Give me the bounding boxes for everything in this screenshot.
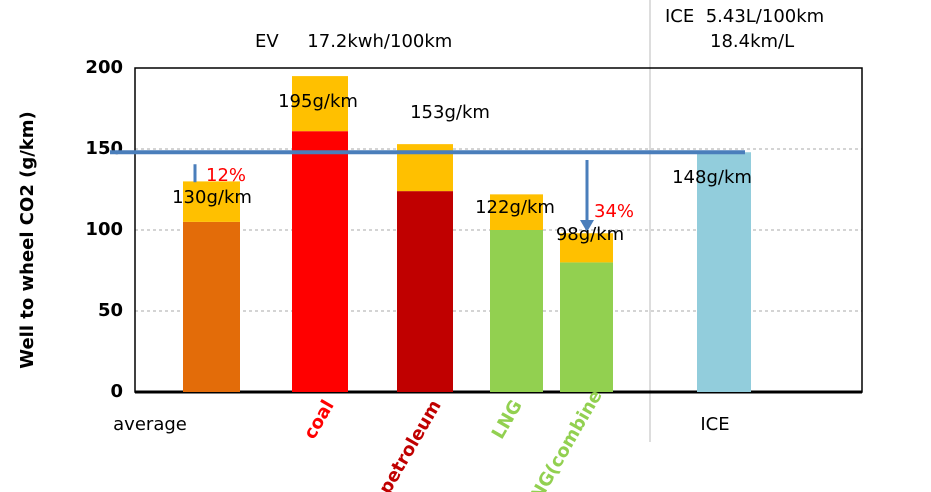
data-label: 122g/km [475, 197, 555, 218]
y-tick-label: 0 [110, 381, 123, 402]
x-tick-label: LNG [488, 397, 527, 443]
bar-segment [183, 221, 240, 392]
y-tick-label: 50 [98, 300, 123, 321]
arrow-head [580, 220, 594, 232]
y-tick-label: 200 [85, 57, 123, 78]
header-ice-2: 18.4km/L [710, 31, 794, 52]
x-tick-label: LNG(combine [521, 387, 607, 492]
bar-segment [292, 76, 348, 132]
annotation: 12% [206, 165, 246, 186]
bar-segment [490, 230, 543, 392]
x-tick-label: coal [300, 397, 339, 443]
x-tick-label: average [113, 414, 187, 435]
header-ev: EV 17.2kwh/100km [255, 31, 452, 52]
bar-segment [560, 262, 613, 392]
bar-segment [183, 181, 240, 222]
bar-segment [292, 131, 348, 392]
x-tick-label: petroleum [375, 397, 446, 492]
annotation: 34% [594, 201, 634, 222]
y-tick-label: 100 [85, 219, 123, 240]
data-label: 130g/km [172, 187, 252, 208]
data-label: 153g/km [410, 102, 490, 123]
data-label: 195g/km [278, 91, 358, 112]
data-label: 98g/km [556, 224, 624, 245]
bar-segment [697, 152, 751, 392]
x-tick-label: ICE [700, 414, 729, 435]
data-label: 148g/km [672, 167, 752, 188]
bar-segment [397, 191, 453, 392]
bar-segment [560, 233, 613, 263]
bar-segment [490, 194, 543, 230]
header-ice: ICE 5.43L/100km [665, 6, 824, 27]
y-axis-title: Well to wheel CO2 (g/km) [17, 111, 38, 369]
y-tick-label: 150 [85, 138, 123, 159]
